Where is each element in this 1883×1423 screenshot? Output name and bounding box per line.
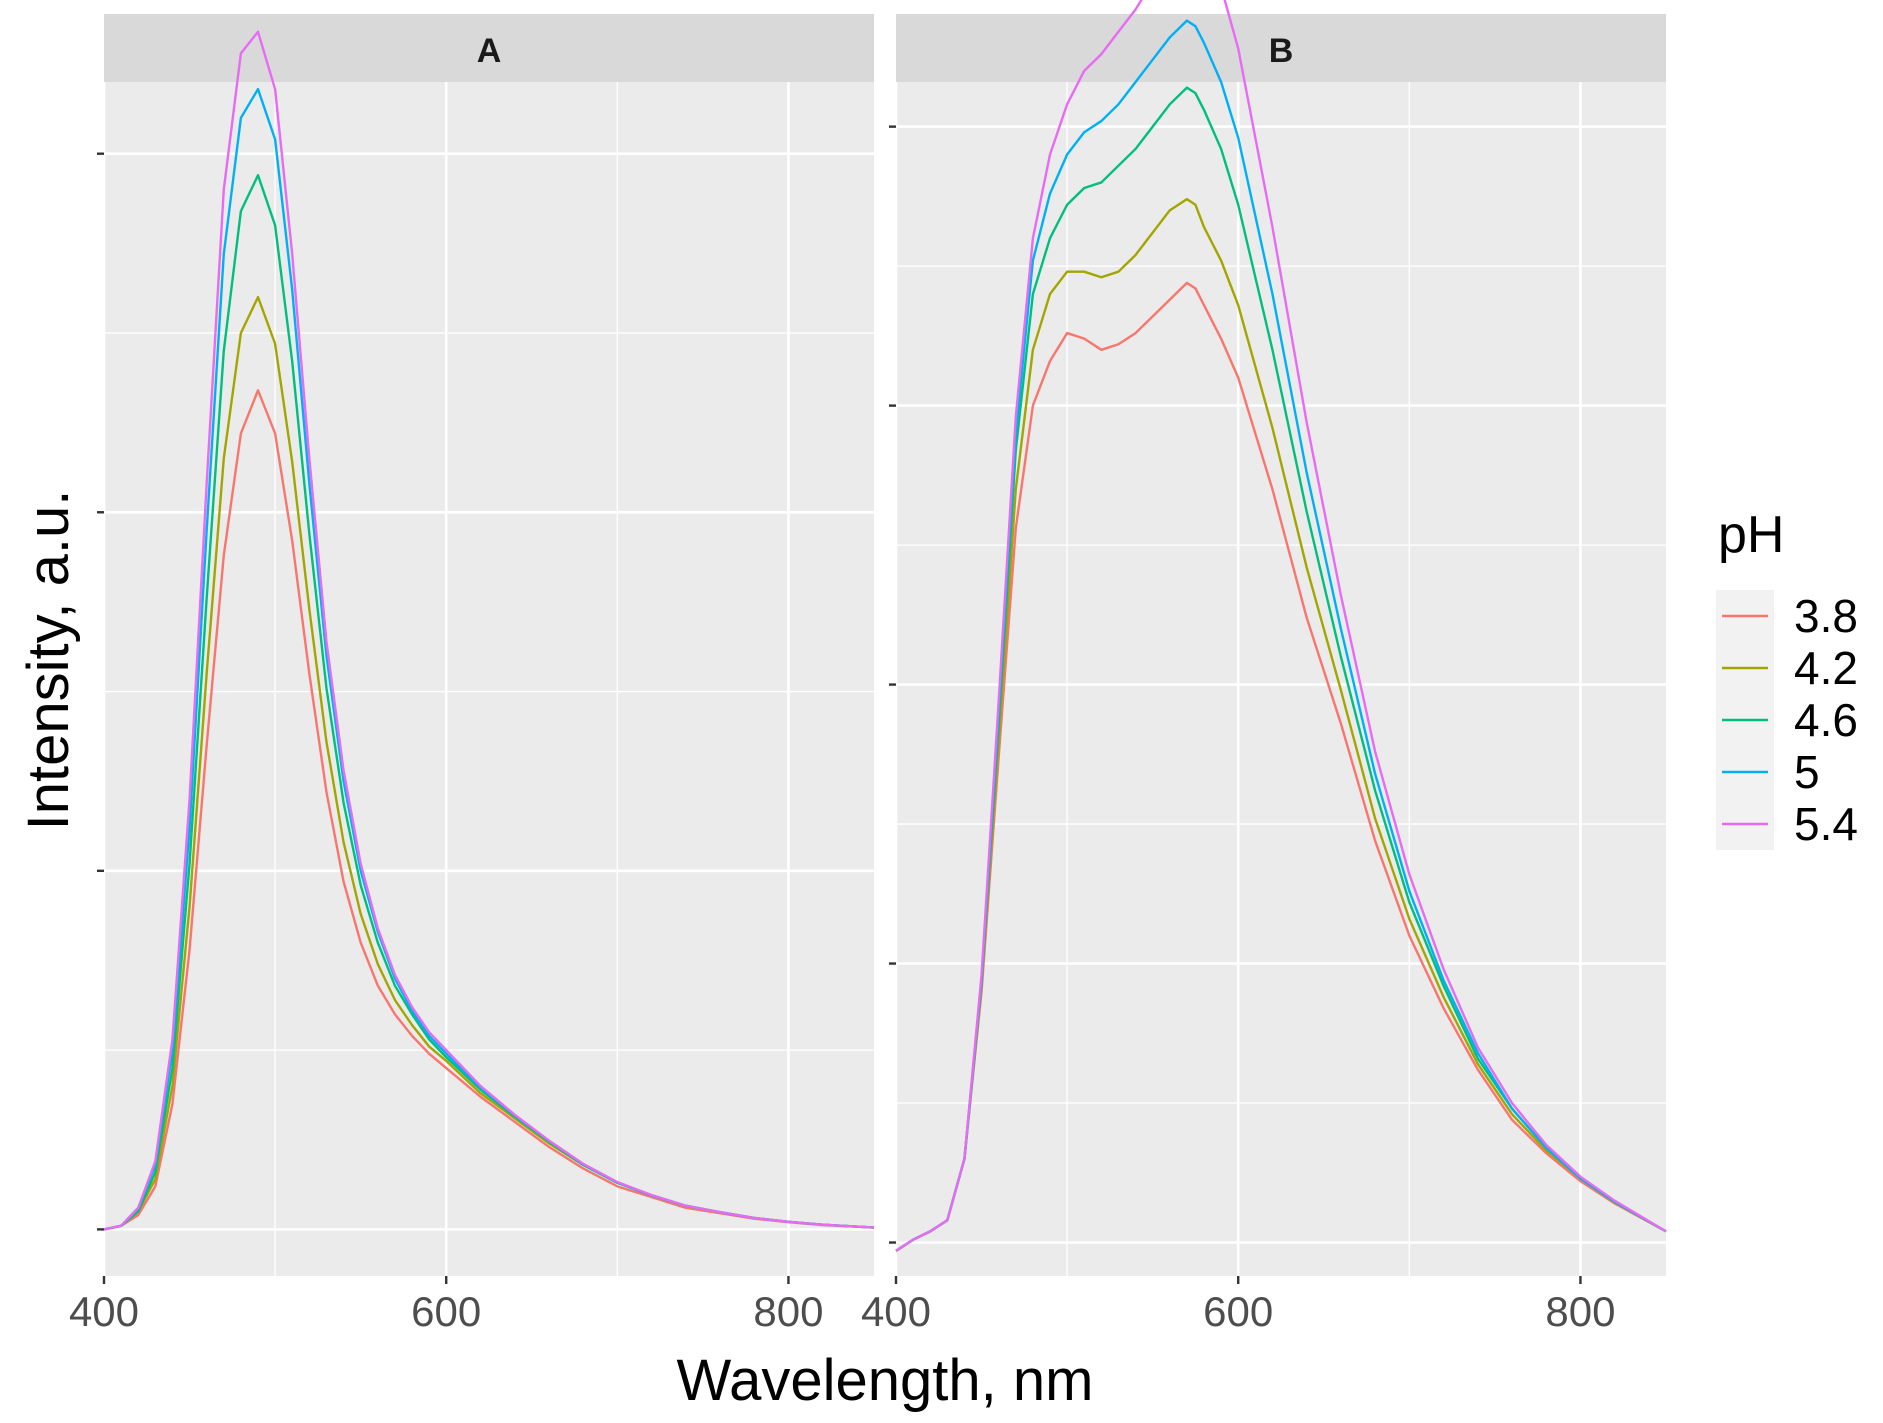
series-line-ph-5-4 — [895, 0, 1667, 1252]
x-tick-label: 400 — [861, 1288, 931, 1335]
series-line-ph-3-8 — [103, 389, 875, 1231]
legend-label: 5.4 — [1794, 798, 1858, 850]
panel-a-series — [103, 30, 875, 1231]
panel-a-title: A — [477, 32, 502, 70]
panel-b-title: B — [1269, 32, 1294, 70]
x-tick-label: 800 — [1545, 1288, 1615, 1335]
x-axis-title: Wavelength, nm — [677, 1348, 1094, 1413]
panel-a-x-ticks: 400 600 800 — [69, 1276, 823, 1335]
legend-label: 3.8 — [1794, 590, 1858, 642]
legend-label: 4.6 — [1794, 694, 1858, 746]
legend-label: 5 — [1794, 746, 1820, 798]
panel-b-y-ticks — [889, 125, 896, 1244]
panel-a-y-ticks — [97, 152, 104, 1231]
x-tick-label: 800 — [753, 1288, 823, 1335]
series-line-ph-5-4 — [103, 30, 875, 1231]
panel-b: B 400 600 800 — [861, 0, 1667, 1335]
x-tick-label: 600 — [411, 1288, 481, 1335]
panel-b-background — [896, 82, 1666, 1276]
y-axis-title: Intensity, a.u. — [16, 490, 81, 831]
panel-a-strip — [104, 14, 874, 82]
panel-a-grid — [102, 82, 874, 1276]
legend-label: 4.2 — [1794, 642, 1858, 694]
x-tick-label: 600 — [1203, 1288, 1273, 1335]
panel-b-grid — [894, 82, 1666, 1276]
panel-a: A 400 600 800 — [69, 14, 875, 1335]
legend-keys: 3.84.24.655.4 — [1716, 590, 1858, 850]
panel-b-series — [895, 0, 1667, 1252]
legend: pH 3.84.24.655.4 — [1716, 506, 1858, 850]
legend-title: pH — [1718, 506, 1784, 564]
panel-b-strip — [896, 14, 1666, 82]
x-tick-label: 400 — [69, 1288, 139, 1335]
panel-b-x-ticks: 400 600 800 — [861, 1276, 1615, 1335]
